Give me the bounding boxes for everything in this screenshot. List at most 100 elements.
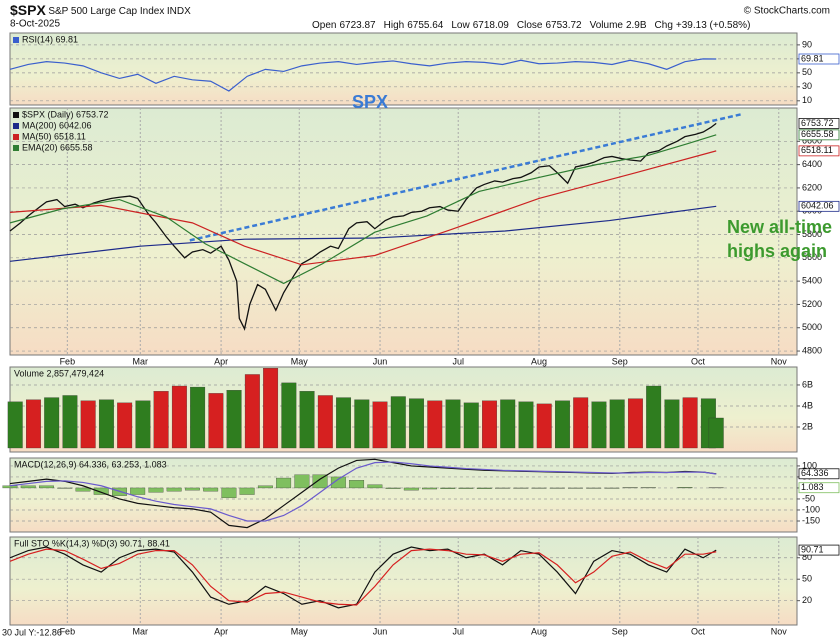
- y-tick-label: 5800: [802, 229, 822, 239]
- bar: [573, 397, 589, 449]
- index-name: S&P 500 Large Cap Index: [48, 6, 164, 17]
- legend-label: $SPX (Daily) 6753.72: [22, 109, 109, 119]
- price-tag-label: 69.81: [801, 53, 824, 63]
- bar: [682, 397, 698, 449]
- bar: [135, 400, 151, 449]
- bar: [367, 484, 383, 489]
- panel-title: Full STO %K(14,3) %D(3) 90.71, 88.41: [14, 538, 170, 548]
- bar: [677, 487, 693, 489]
- price-tag-label: 90.71: [801, 544, 824, 554]
- bar: [276, 477, 292, 489]
- bar: [390, 396, 406, 449]
- line: [9, 150, 717, 266]
- y-tick-label: 4800: [802, 345, 822, 355]
- price-tag: [798, 544, 840, 556]
- bar: [482, 400, 497, 449]
- y-tick-label: -100: [802, 504, 820, 514]
- x-tick-label: May: [291, 356, 309, 366]
- bar: [440, 487, 456, 489]
- x-tick-label: Feb: [60, 356, 76, 366]
- y-tick-label: 5400: [802, 276, 822, 286]
- bar: [62, 395, 78, 449]
- quote-value: 2.9B: [626, 20, 647, 31]
- price-tag: [798, 129, 840, 141]
- y-tick-label: 30: [802, 81, 812, 91]
- quote: Open 6723.87 High 6755.64 Low 6718.09 Close 675…: [312, 20, 750, 31]
- exchange: INDX: [167, 6, 191, 17]
- quote-label: Low: [451, 20, 470, 31]
- bar: [130, 487, 146, 495]
- price-tag: [798, 482, 840, 494]
- line: [9, 122, 717, 331]
- annotation: New all-time: [727, 217, 832, 237]
- bar: [244, 374, 260, 449]
- price-tag-label: 1.083: [801, 482, 824, 492]
- y-tick-label: 6400: [802, 159, 822, 169]
- legend-swatch: [13, 134, 19, 140]
- y-tick-label: -50: [802, 493, 815, 503]
- bar: [20, 485, 36, 489]
- x-tick-label: Nov: [771, 356, 788, 366]
- price-tag: [798, 200, 840, 212]
- price-tag: [798, 53, 840, 65]
- y-tick-label: 20: [802, 595, 812, 605]
- price-tag-label: 64.336: [801, 468, 829, 478]
- bar: [166, 487, 182, 492]
- price-tag: [798, 118, 840, 129]
- bar: [226, 390, 242, 449]
- y-tick-label: 6B: [802, 379, 813, 389]
- bar: [518, 401, 534, 449]
- bar: [445, 399, 461, 449]
- panel: [9, 107, 798, 356]
- x-tick-label: Oct: [691, 356, 706, 366]
- bar: [294, 474, 310, 489]
- bar: [184, 487, 200, 491]
- line: [9, 134, 717, 285]
- bar: [171, 385, 187, 449]
- quote-value: 6718.09: [473, 20, 510, 31]
- date: 8-Oct-2025: [10, 19, 60, 30]
- x-tick-label: Mar: [133, 356, 149, 366]
- quote-label: Open: [312, 20, 336, 31]
- quote-value: 6753.72: [545, 20, 582, 31]
- legend-swatch: [13, 123, 19, 129]
- price-tag-label: 6655.58: [801, 129, 834, 139]
- legend-label: MA(50) 6518.11: [22, 131, 86, 141]
- quote-label: Chg: [655, 20, 673, 31]
- quote-label: Volume: [590, 20, 624, 31]
- annotation: highs again: [727, 241, 827, 261]
- y-tick-label: 5600: [802, 252, 822, 262]
- panel: [9, 32, 798, 106]
- x-tick-label: Apr: [214, 626, 228, 636]
- bar: [422, 487, 438, 490]
- bar: [44, 397, 60, 449]
- bar: [708, 417, 724, 449]
- x-tick-label: Jul: [452, 356, 464, 366]
- bar: [330, 476, 346, 489]
- quote-value: 6723.87: [339, 20, 376, 31]
- bar: [627, 398, 643, 449]
- x-tick-label: Apr: [214, 356, 228, 366]
- line: [9, 58, 717, 92]
- legend-label: MA(200) 6042.06: [22, 120, 92, 130]
- bar: [98, 399, 114, 449]
- y-tick-label: -150: [802, 515, 820, 525]
- trendline: [189, 112, 743, 242]
- x-tick-label: Aug: [531, 356, 547, 366]
- quote-value: 6755.64: [407, 20, 444, 31]
- bar: [281, 382, 297, 449]
- annotation: SPX: [352, 92, 388, 112]
- bar: [427, 400, 443, 449]
- y-tick-label: 6600: [802, 136, 822, 146]
- bar: [609, 399, 625, 449]
- bar: [153, 391, 169, 449]
- bar: [2, 485, 18, 489]
- x-tick-label: Mar: [133, 626, 149, 636]
- line: [9, 461, 717, 522]
- bar: [117, 402, 133, 449]
- bar: [349, 480, 365, 489]
- bar: [75, 487, 91, 492]
- symbol: $SPX: [10, 2, 46, 18]
- bar: [317, 395, 333, 449]
